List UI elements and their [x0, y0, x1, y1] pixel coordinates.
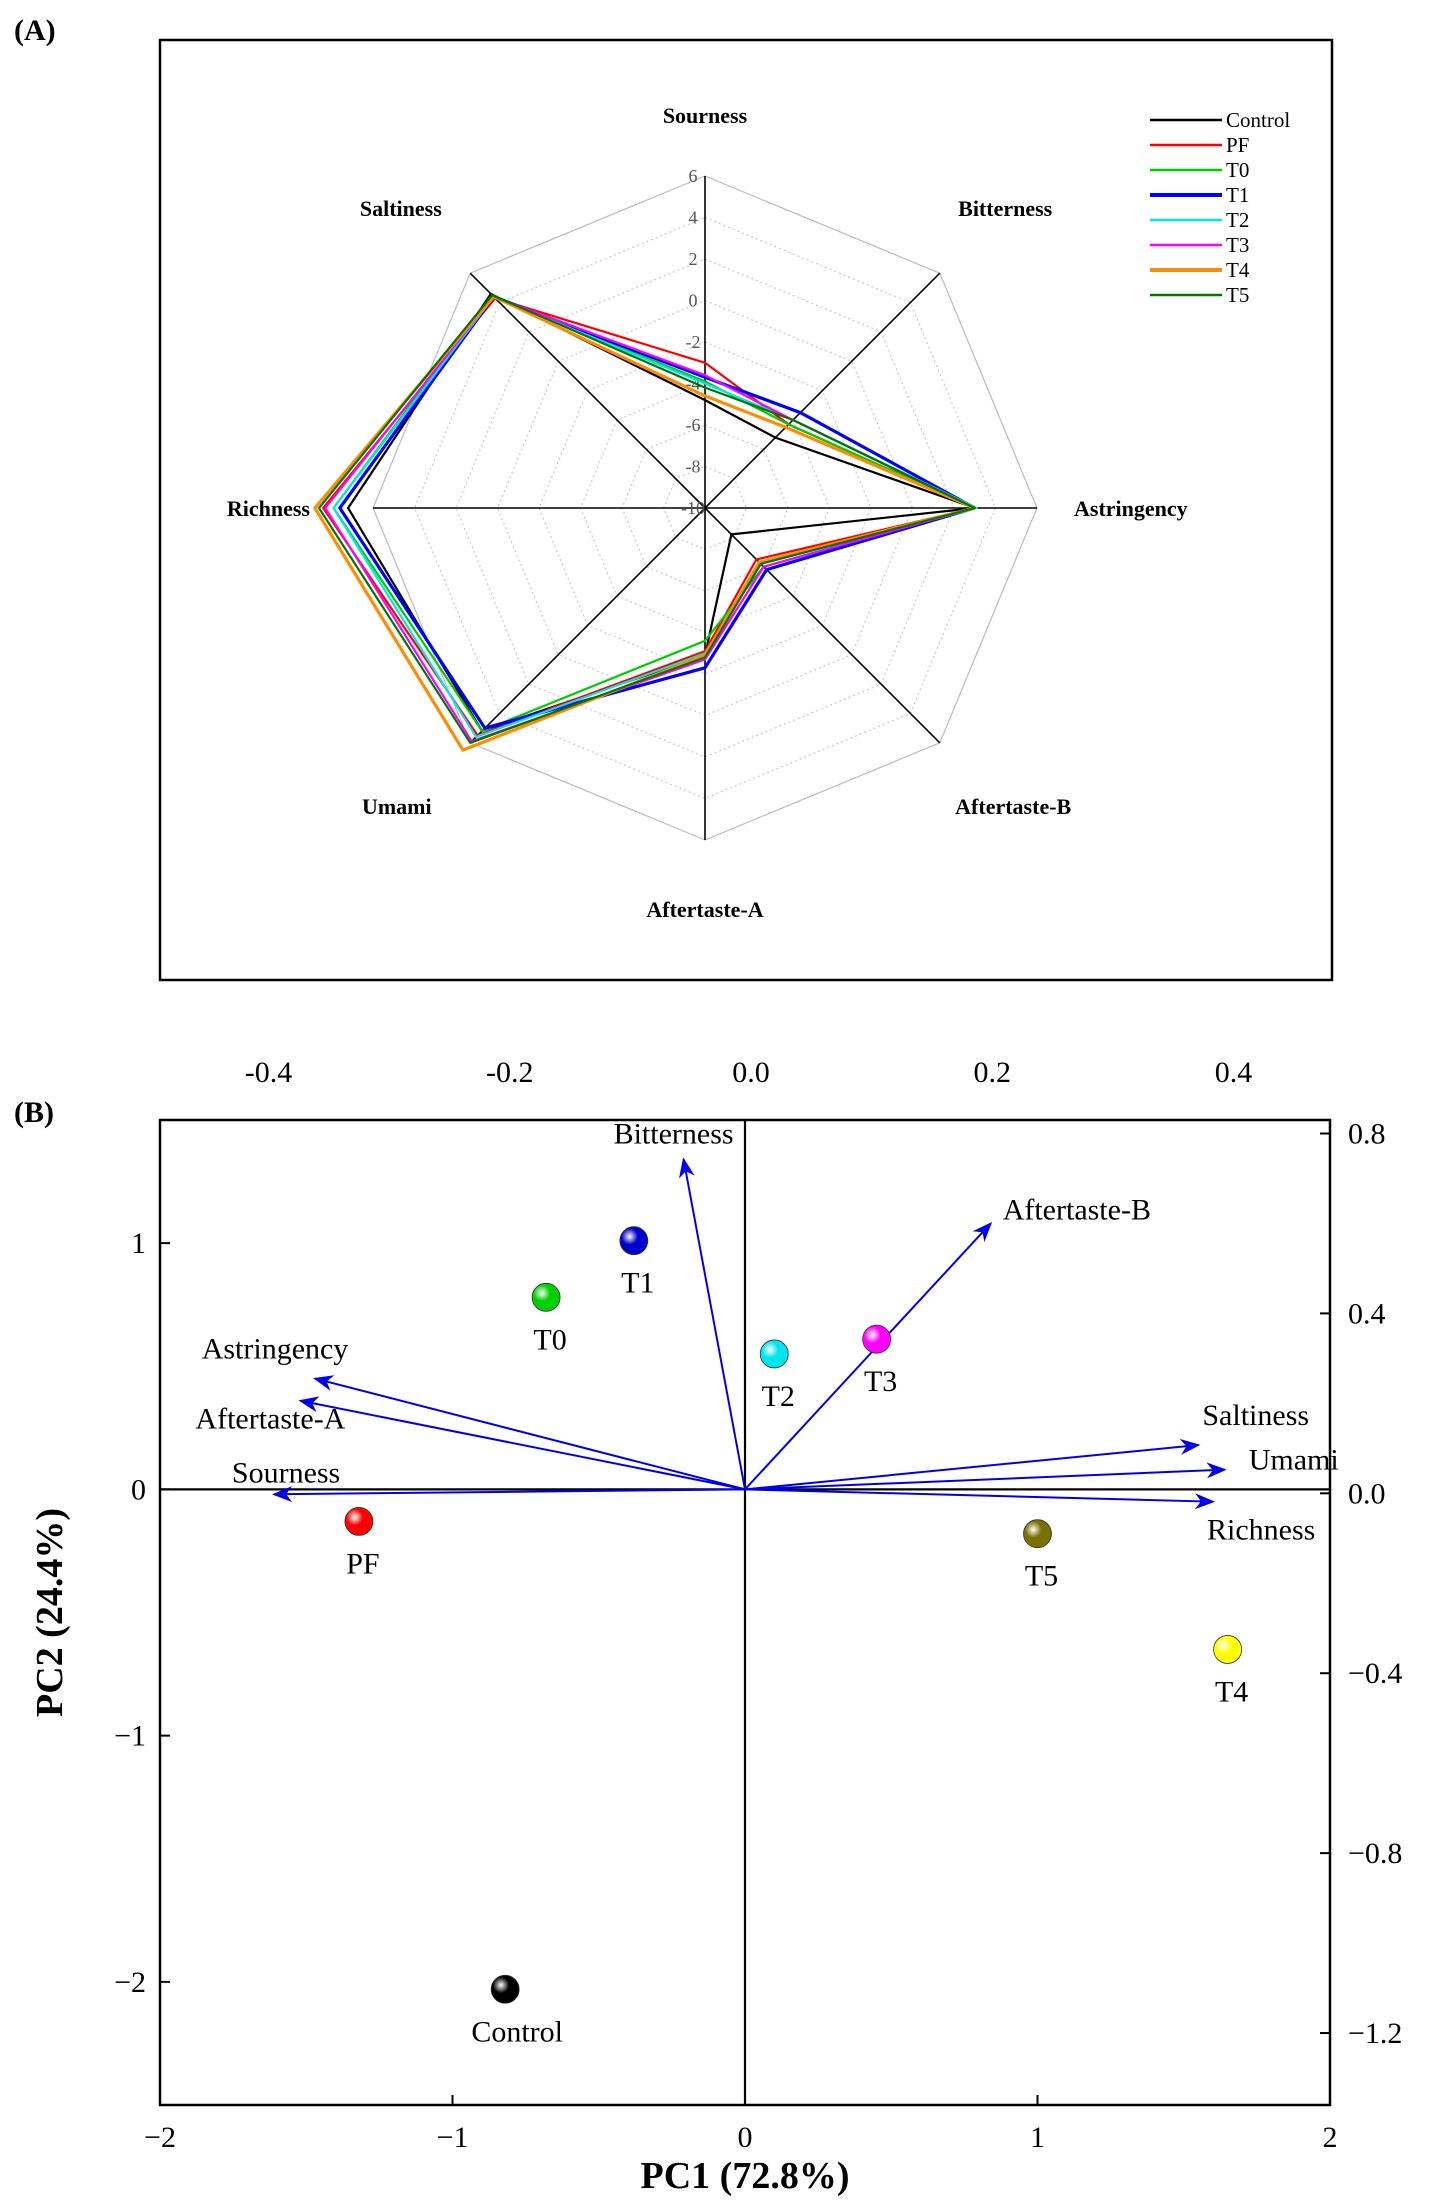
top-tick-label: -0.2 — [486, 1056, 534, 1089]
top-tick-label: 0.4 — [1215, 1056, 1253, 1089]
x-tick-label: −1 — [437, 2121, 469, 2154]
legend-label: Control — [1226, 108, 1290, 132]
right-tick-label: 0.0 — [1348, 1477, 1386, 1510]
legend-label: T0 — [1226, 158, 1249, 182]
legend-label: T5 — [1226, 283, 1249, 307]
score-label: PF — [346, 1547, 379, 1580]
right-tick-label: 0.4 — [1348, 1297, 1386, 1330]
loading-arrow-aftertaste-b — [744, 1221, 993, 1491]
radar-radial-tick: -6 — [686, 415, 701, 435]
pca-biplot: −2 −1 0 1 2 −2 −1 0 1 -0.4 -0.2 0.0 0.2 0.4 0.8 0.4 0.0 −… — [29, 1056, 1402, 2197]
radar-axis-label: Bitterness — [958, 196, 1053, 221]
loading-arrow-bitterness — [679, 1157, 746, 1490]
panel-a-frame — [158, 38, 1334, 982]
x-tick-label: 1 — [1030, 2121, 1045, 2154]
radar-series-t5 — [317, 294, 976, 744]
loading-label: Astringency — [202, 1333, 349, 1366]
right-tick-label: −1.2 — [1348, 2017, 1402, 2050]
score-point-t0 — [531, 1282, 561, 1312]
radar-axis-line — [469, 507, 706, 744]
score-label: T2 — [762, 1380, 795, 1413]
radar-radial-tick: 0 — [689, 291, 698, 311]
score-label: T3 — [864, 1365, 897, 1398]
x-tick-label: 0 — [738, 2121, 753, 2154]
radar-radial-tick: 2 — [689, 249, 698, 269]
loading-arrow-saltiness — [744, 1438, 1201, 1491]
score-label: T4 — [1215, 1675, 1248, 1708]
loading-label: Richness — [1207, 1514, 1315, 1547]
loading-arrow-sourness — [272, 1486, 746, 1503]
radar-grid-ring — [455, 258, 955, 758]
y-tick-label: −2 — [114, 1966, 146, 1999]
right-tick-label: −0.8 — [1348, 1837, 1402, 1870]
score-label: T1 — [621, 1267, 654, 1300]
radar-axis-label: Sourness — [663, 103, 748, 128]
radar-axis-line — [704, 507, 941, 744]
loading-label: Sourness — [232, 1456, 340, 1489]
radar-grid-ring — [413, 216, 997, 800]
radar-chart: 6420-2-4-6-8-10SournessBitternessAstring… — [227, 103, 1290, 922]
radar-axis-label: Richness — [227, 496, 311, 521]
score-point-control — [490, 1974, 520, 2004]
radar-radial-tick: -2 — [686, 332, 701, 352]
legend-label: T2 — [1226, 208, 1249, 232]
legend-label: T3 — [1226, 233, 1249, 257]
right-tick-label: −0.4 — [1348, 1657, 1402, 1690]
radar-axis-label: Umami — [362, 794, 432, 819]
panel-b-label: (B) — [14, 1096, 54, 1129]
top-tick-label: 0.0 — [732, 1056, 770, 1089]
radar-axis-label: Astringency — [1074, 496, 1188, 521]
loading-label: Saltiness — [1202, 1399, 1309, 1432]
loading-arrow-umami — [744, 1462, 1227, 1491]
top-tick-label: 0.2 — [974, 1056, 1012, 1089]
loading-label: Aftertaste-A — [195, 1403, 345, 1436]
score-label: Control — [471, 2015, 563, 2048]
y-tick-label: 0 — [131, 1473, 146, 1506]
loading-arrow-astringency — [313, 1375, 746, 1491]
radar-axis-label: Aftertaste-B — [955, 794, 1071, 819]
legend-label: T1 — [1226, 183, 1249, 207]
loading-arrow-richness — [744, 1488, 1215, 1510]
top-tick-label: -0.4 — [245, 1056, 293, 1089]
loading-arrow-aftertaste-a — [298, 1396, 746, 1491]
score-label: T5 — [1025, 1560, 1058, 1593]
score-label: T0 — [533, 1323, 566, 1356]
score-point-t1 — [619, 1226, 649, 1256]
x-tick-label: −2 — [144, 2121, 176, 2154]
loading-label: Umami — [1249, 1444, 1339, 1477]
x-axis-title: PC1 (72.8%) — [641, 2155, 850, 2197]
radar-axis-label: Aftertaste-A — [646, 897, 763, 922]
radar-radial-tick: 6 — [689, 166, 698, 186]
radar-axis-line — [704, 272, 941, 509]
y-axis-title: PC2 (24.4%) — [29, 1508, 71, 1717]
radar-radial-tick: 4 — [689, 208, 698, 228]
radar-radial-tick: -10 — [681, 498, 705, 518]
loading-label: Aftertaste-B — [1003, 1193, 1151, 1226]
score-point-t3 — [862, 1324, 892, 1354]
panel-a-label: (A) — [14, 14, 56, 47]
radar-series-t2 — [332, 295, 978, 739]
x-tick-label: 2 — [1323, 2121, 1338, 2154]
y-tick-label: −1 — [114, 1720, 146, 1753]
y-tick-label: 1 — [131, 1227, 146, 1260]
score-point-pf — [344, 1506, 374, 1536]
radar-axis-line — [469, 272, 706, 509]
legend-label: T4 — [1226, 258, 1250, 282]
radar-radial-tick: -8 — [686, 457, 701, 477]
radar-series-t4 — [313, 295, 977, 752]
score-point-t4 — [1213, 1635, 1243, 1664]
score-point-t5 — [1023, 1519, 1052, 1549]
right-tick-label: 0.8 — [1348, 1117, 1386, 1150]
score-point-t2 — [759, 1339, 789, 1369]
legend-label: PF — [1226, 133, 1249, 157]
radar-series-t1 — [338, 295, 977, 730]
loading-label: Bitterness — [614, 1117, 734, 1150]
radar-axis-label: Saltiness — [360, 196, 442, 221]
